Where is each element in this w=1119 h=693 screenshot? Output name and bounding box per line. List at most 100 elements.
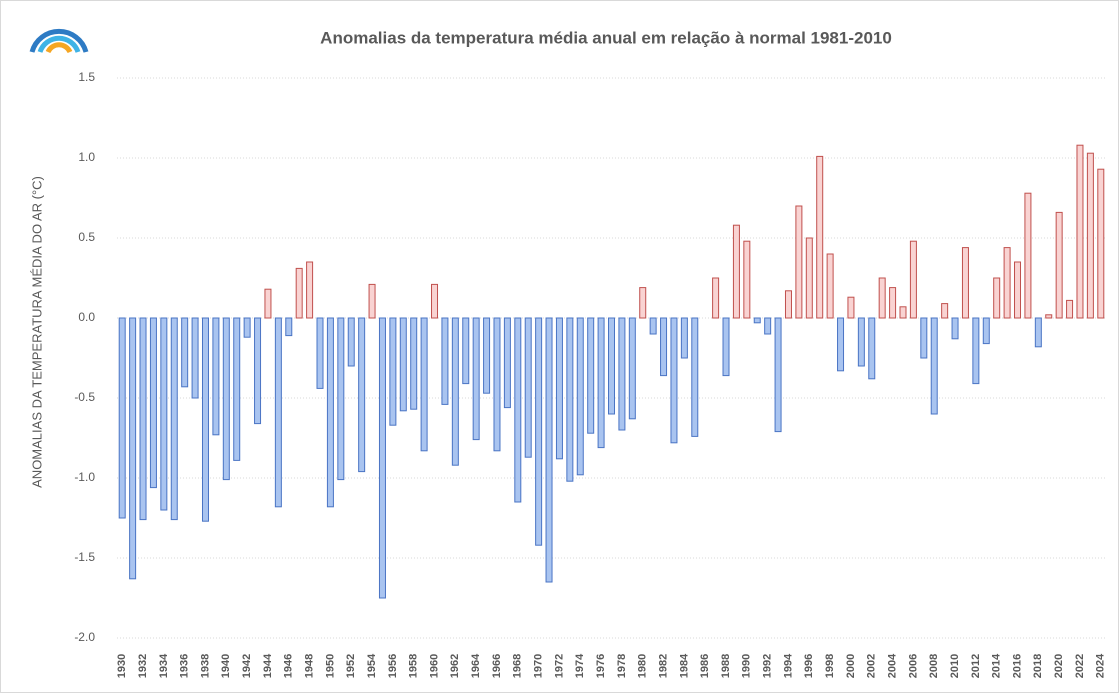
bar (493, 317, 501, 452)
bar (306, 261, 314, 319)
bar (1086, 152, 1094, 319)
x-tick-label: 1976 (595, 654, 607, 678)
x-tick-label: 2014 (991, 653, 1003, 678)
x-tick-label: 1986 (699, 654, 711, 678)
x-tick-label: 1972 (553, 654, 565, 678)
x-tick-label: 2006 (907, 654, 919, 678)
bar (358, 317, 366, 473)
bar (347, 317, 355, 367)
x-tick-label: 1966 (491, 654, 503, 678)
bar (139, 317, 147, 521)
x-tick-label: 1984 (678, 653, 690, 678)
bar (597, 317, 605, 449)
bar (295, 267, 303, 319)
bar (691, 317, 699, 437)
x-tick-label: 2018 (1032, 654, 1044, 678)
bar (608, 317, 615, 415)
bar (889, 287, 897, 319)
bar (618, 317, 626, 431)
bar (555, 317, 563, 460)
bar (722, 317, 730, 377)
x-tick-label: 1968 (512, 654, 524, 678)
bar (1066, 299, 1074, 319)
x-tick-label: 1942 (241, 654, 253, 678)
bar (514, 317, 522, 503)
x-tick-label: 2002 (866, 654, 878, 678)
x-tick-label: 2022 (1074, 654, 1086, 678)
bar (410, 317, 418, 410)
bar (378, 317, 386, 599)
bar (337, 317, 345, 481)
x-tick-label: 1930 (116, 654, 128, 678)
bar (1076, 144, 1084, 319)
bar (191, 317, 199, 399)
bar (1034, 317, 1042, 348)
bar (660, 317, 668, 377)
bar (326, 317, 334, 508)
bar (222, 317, 230, 481)
bar (316, 317, 324, 389)
y-axis-label: ANOMALIAS DA TEMPERATURA MÉDIA DO AR (°C… (29, 176, 44, 488)
bar (982, 317, 990, 345)
x-tick-label: 1952 (345, 654, 357, 678)
bar (774, 317, 782, 433)
bar (993, 277, 1001, 319)
bar (712, 277, 720, 319)
bar (431, 283, 439, 319)
x-tick-label: 1960 (428, 654, 440, 678)
y-tick-label: -1.5 (74, 550, 95, 564)
bar (1014, 261, 1022, 319)
bar (961, 247, 969, 319)
x-tick-label: 1934 (158, 653, 170, 678)
x-tick-label: 2000 (845, 654, 857, 678)
bar (587, 317, 595, 434)
bar (368, 283, 376, 319)
bar (1045, 314, 1053, 319)
bar (274, 317, 282, 508)
bar (264, 288, 272, 319)
bar (545, 317, 553, 583)
x-tick-label: 1994 (782, 653, 794, 678)
x-tick-label: 2004 (886, 653, 898, 678)
bar (254, 317, 262, 425)
bar (909, 240, 917, 319)
x-tick-label: 2020 (1053, 654, 1065, 678)
logo (29, 28, 89, 54)
x-tick-label: 1964 (470, 653, 482, 678)
x-tick-label: 1980 (637, 654, 649, 678)
bar (899, 306, 907, 319)
bar (628, 317, 636, 420)
y-tick-label: 0.0 (78, 310, 95, 324)
bar (857, 317, 865, 367)
x-tick-label: 1970 (533, 654, 545, 678)
x-tick-label: 1998 (824, 654, 836, 678)
y-tick-label: 1.0 (78, 150, 95, 164)
bar (753, 317, 761, 324)
x-tick-label: 2012 (970, 654, 982, 678)
bar (649, 317, 657, 335)
bar (1024, 192, 1032, 319)
y-tick-label: 1.5 (78, 70, 95, 84)
x-tick-label: 1962 (449, 654, 461, 678)
bar (816, 155, 824, 319)
x-tick-label: 1988 (720, 654, 732, 678)
bar (732, 224, 740, 319)
y-tick-label: -0.5 (74, 390, 95, 404)
x-tick-label: 1948 (304, 654, 316, 678)
bar (160, 317, 168, 511)
bar (451, 317, 459, 466)
bar (847, 296, 855, 319)
y-tick-label: 0.5 (78, 230, 95, 244)
bar (805, 237, 813, 319)
bar (920, 317, 928, 359)
x-tick-label: 1938 (199, 654, 211, 678)
bar (170, 317, 178, 521)
bar (639, 287, 647, 319)
bar (389, 317, 397, 426)
bar (503, 317, 511, 409)
bar (118, 317, 126, 519)
x-tick-label: 2016 (1011, 654, 1023, 678)
bar (951, 317, 959, 340)
bar (285, 317, 293, 337)
x-tick-label: 1958 (408, 654, 420, 678)
